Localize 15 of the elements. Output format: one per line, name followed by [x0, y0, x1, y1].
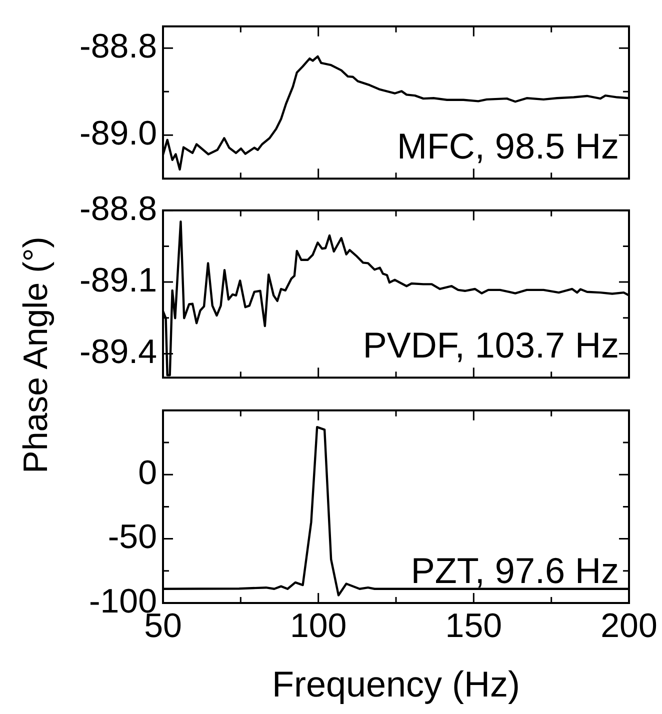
y-tick-label: -89.1 [80, 261, 157, 300]
x-axis-title: Frequency (Hz) [272, 663, 520, 704]
y-axis-title: Phase Angle (°) [16, 236, 56, 476]
x-tick-label: 100 [290, 606, 347, 645]
y-tick-label: -89.0 [80, 114, 157, 152]
annotation: PZT, 97.6 Hz [410, 550, 619, 591]
y-tick-label: -88.8 [80, 28, 157, 66]
x-tick-label: 150 [445, 606, 502, 645]
annotation: PVDF, 103.7 Hz [362, 324, 619, 366]
y-tick-label: 0 [138, 454, 157, 492]
y-tick-label: -88.8 [80, 190, 157, 228]
y-tick-label: -89.4 [80, 333, 157, 372]
y-tick-label: -50 [108, 518, 157, 556]
annotation: MFC, 98.5 Hz [396, 126, 619, 167]
x-tick-label: 200 [600, 606, 658, 645]
